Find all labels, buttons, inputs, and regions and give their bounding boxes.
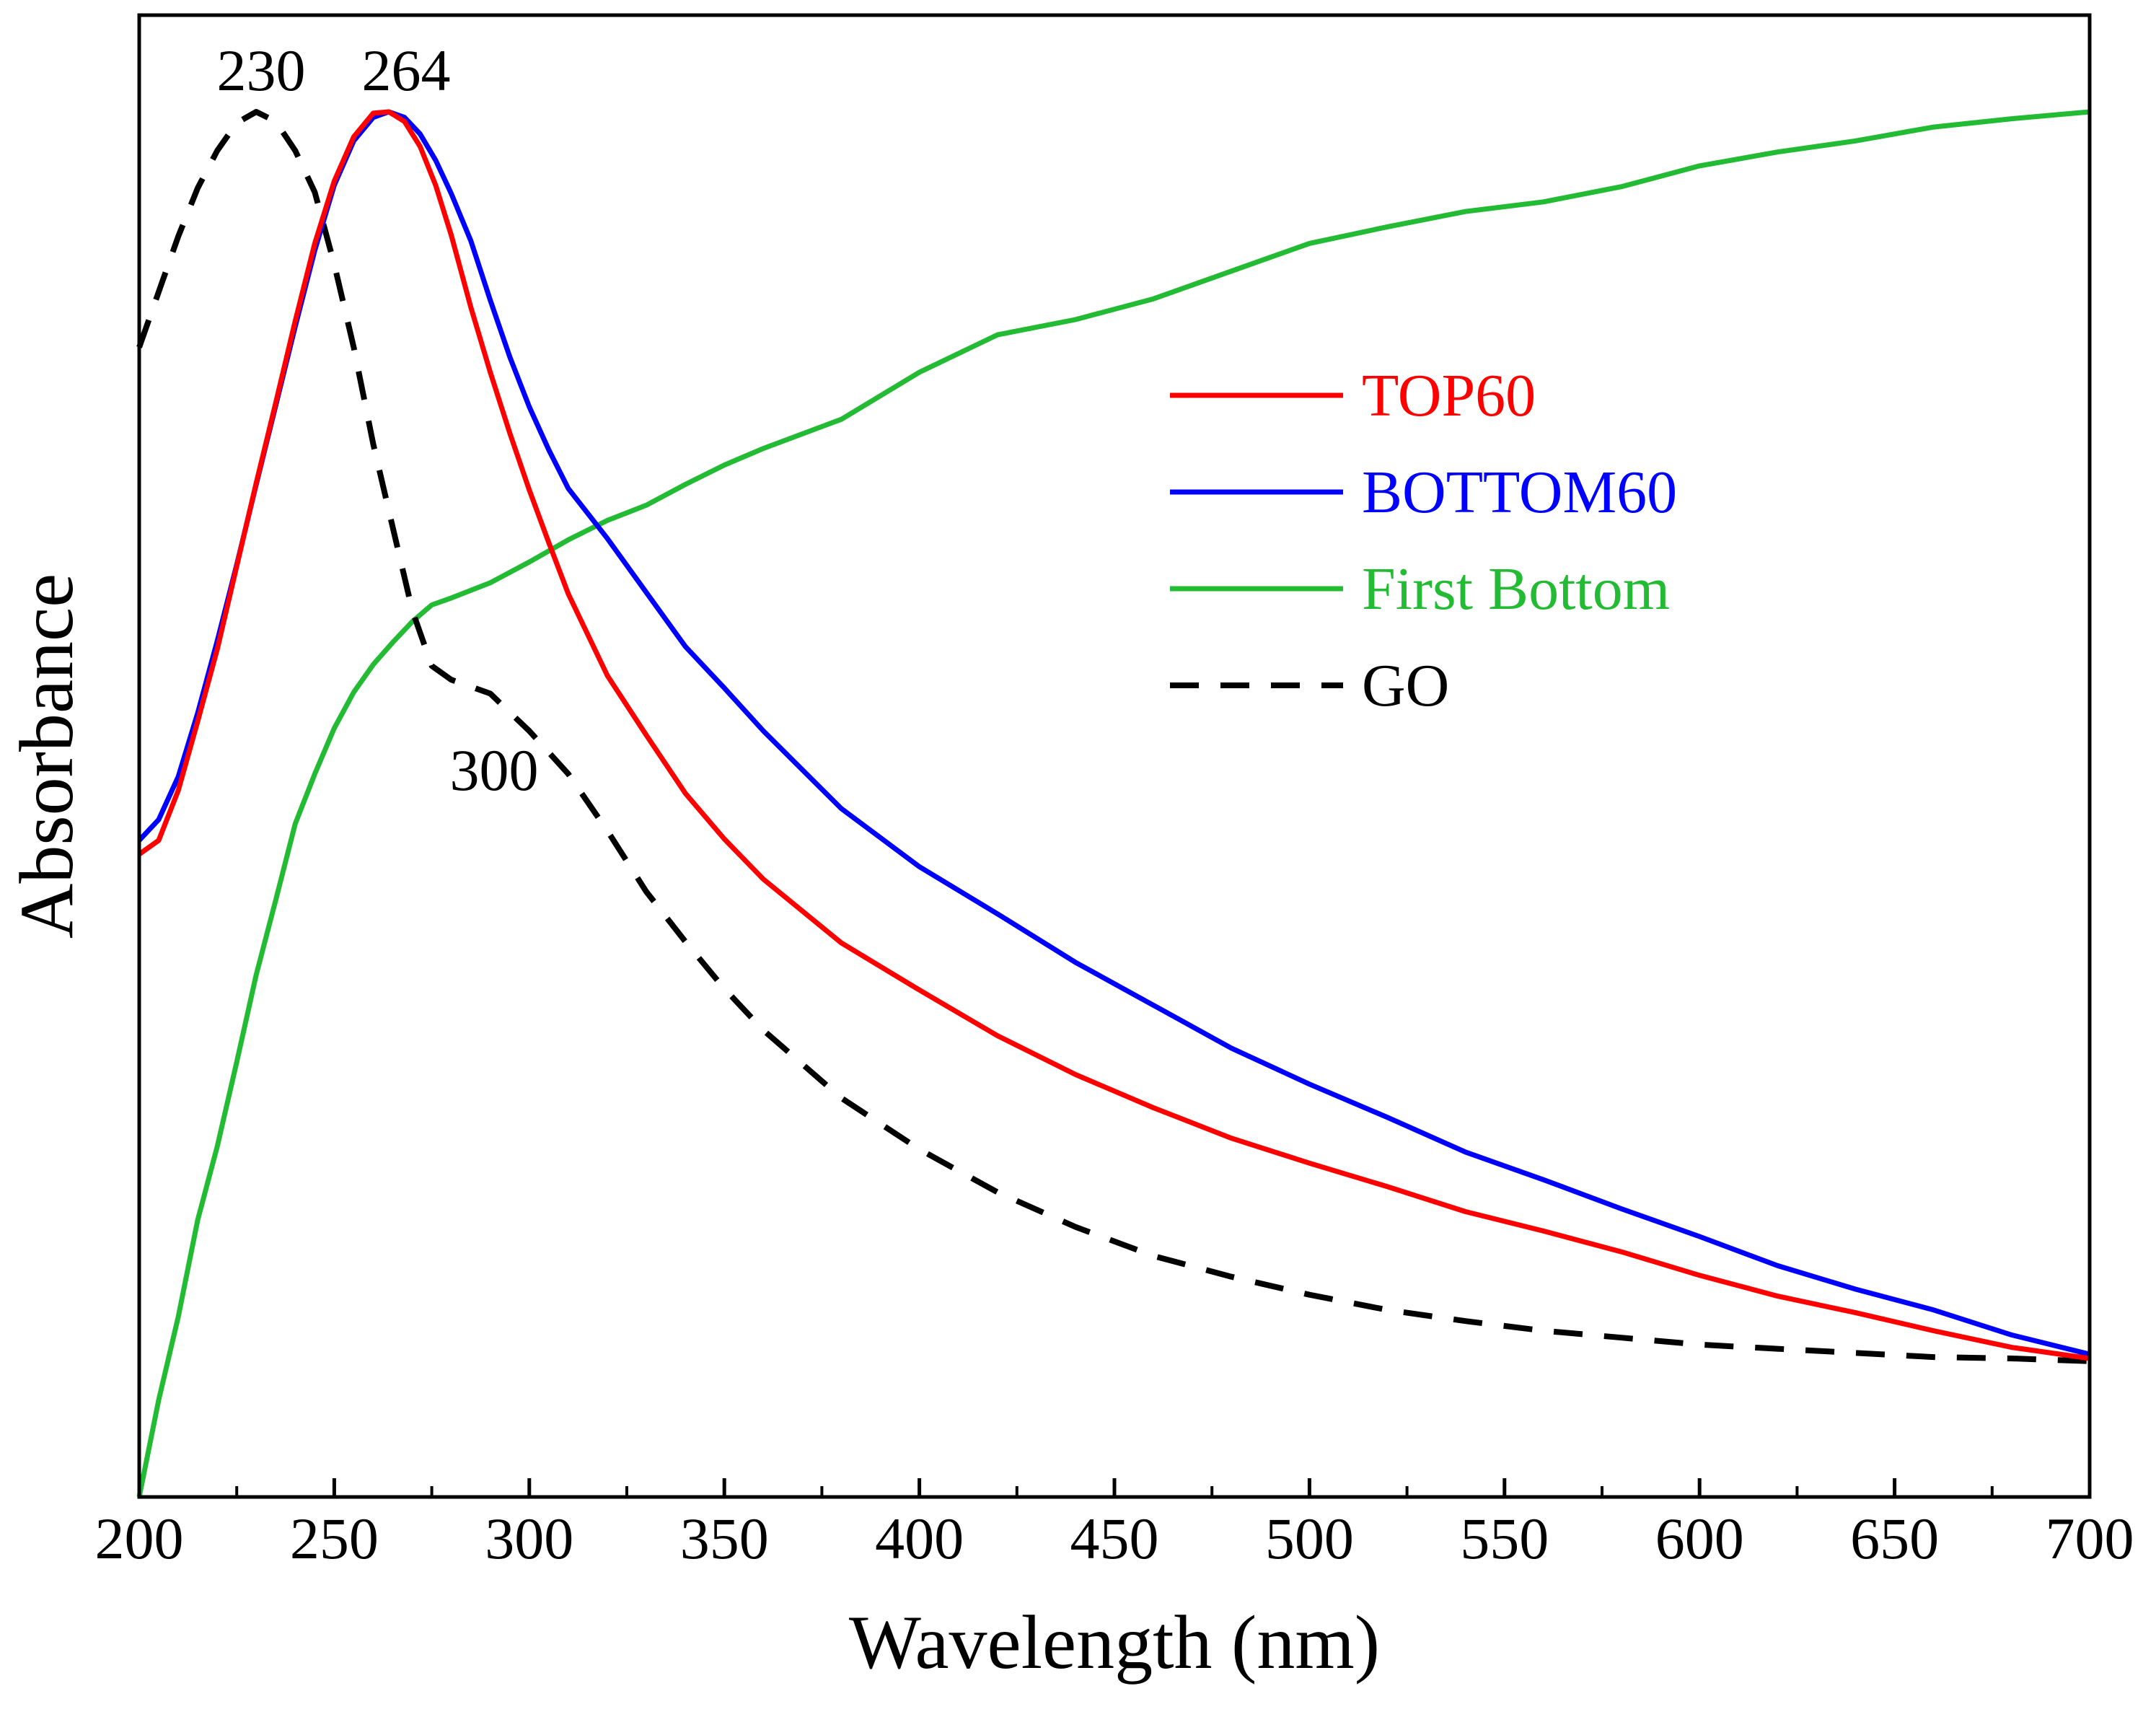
x-tick-label-500: 500 [1265,1506,1354,1571]
annotation-300: 300 [450,737,539,803]
peak-annotations: 230 264 300 [217,38,539,803]
x-tick-label-400: 400 [875,1506,964,1571]
y-axis-title: Absorbance [4,574,89,939]
annotation-230: 230 [217,38,306,103]
legend-label-bottom60: BOTTOM60 [1362,459,1677,526]
series-line-first-bottom [136,109,2090,1498]
series-line-top60 [137,109,2090,1361]
plot-lines [136,109,2090,1498]
annotation-264: 264 [362,38,451,103]
legend-label-go: GO [1362,652,1449,719]
x-tick-label-600: 600 [1655,1506,1744,1571]
legend-label-top60: TOP60 [1362,362,1536,429]
x-tick-label-550: 550 [1460,1506,1549,1571]
x-tick-label-700: 700 [2046,1506,2134,1571]
legend: TOP60 BOTTOM60 First Bottom GO [1170,362,1677,719]
x-tick-label-450: 450 [1070,1506,1159,1571]
series-line-go [136,109,2090,1364]
x-tick-label-250: 250 [290,1506,379,1571]
x-tick-label-350: 350 [680,1506,769,1571]
legend-label-first-bottom: First Bottom [1362,556,1670,623]
x-tick-label-650: 650 [1850,1506,1939,1571]
x-axis-title: Wavelength (nm) [849,1600,1380,1685]
x-tick-label-200: 200 [95,1506,184,1571]
x-axis-ticks: 200 250 300 350 400 450 500 550 600 650 700 [95,1478,2134,1571]
x-tick-label-300: 300 [485,1506,573,1571]
